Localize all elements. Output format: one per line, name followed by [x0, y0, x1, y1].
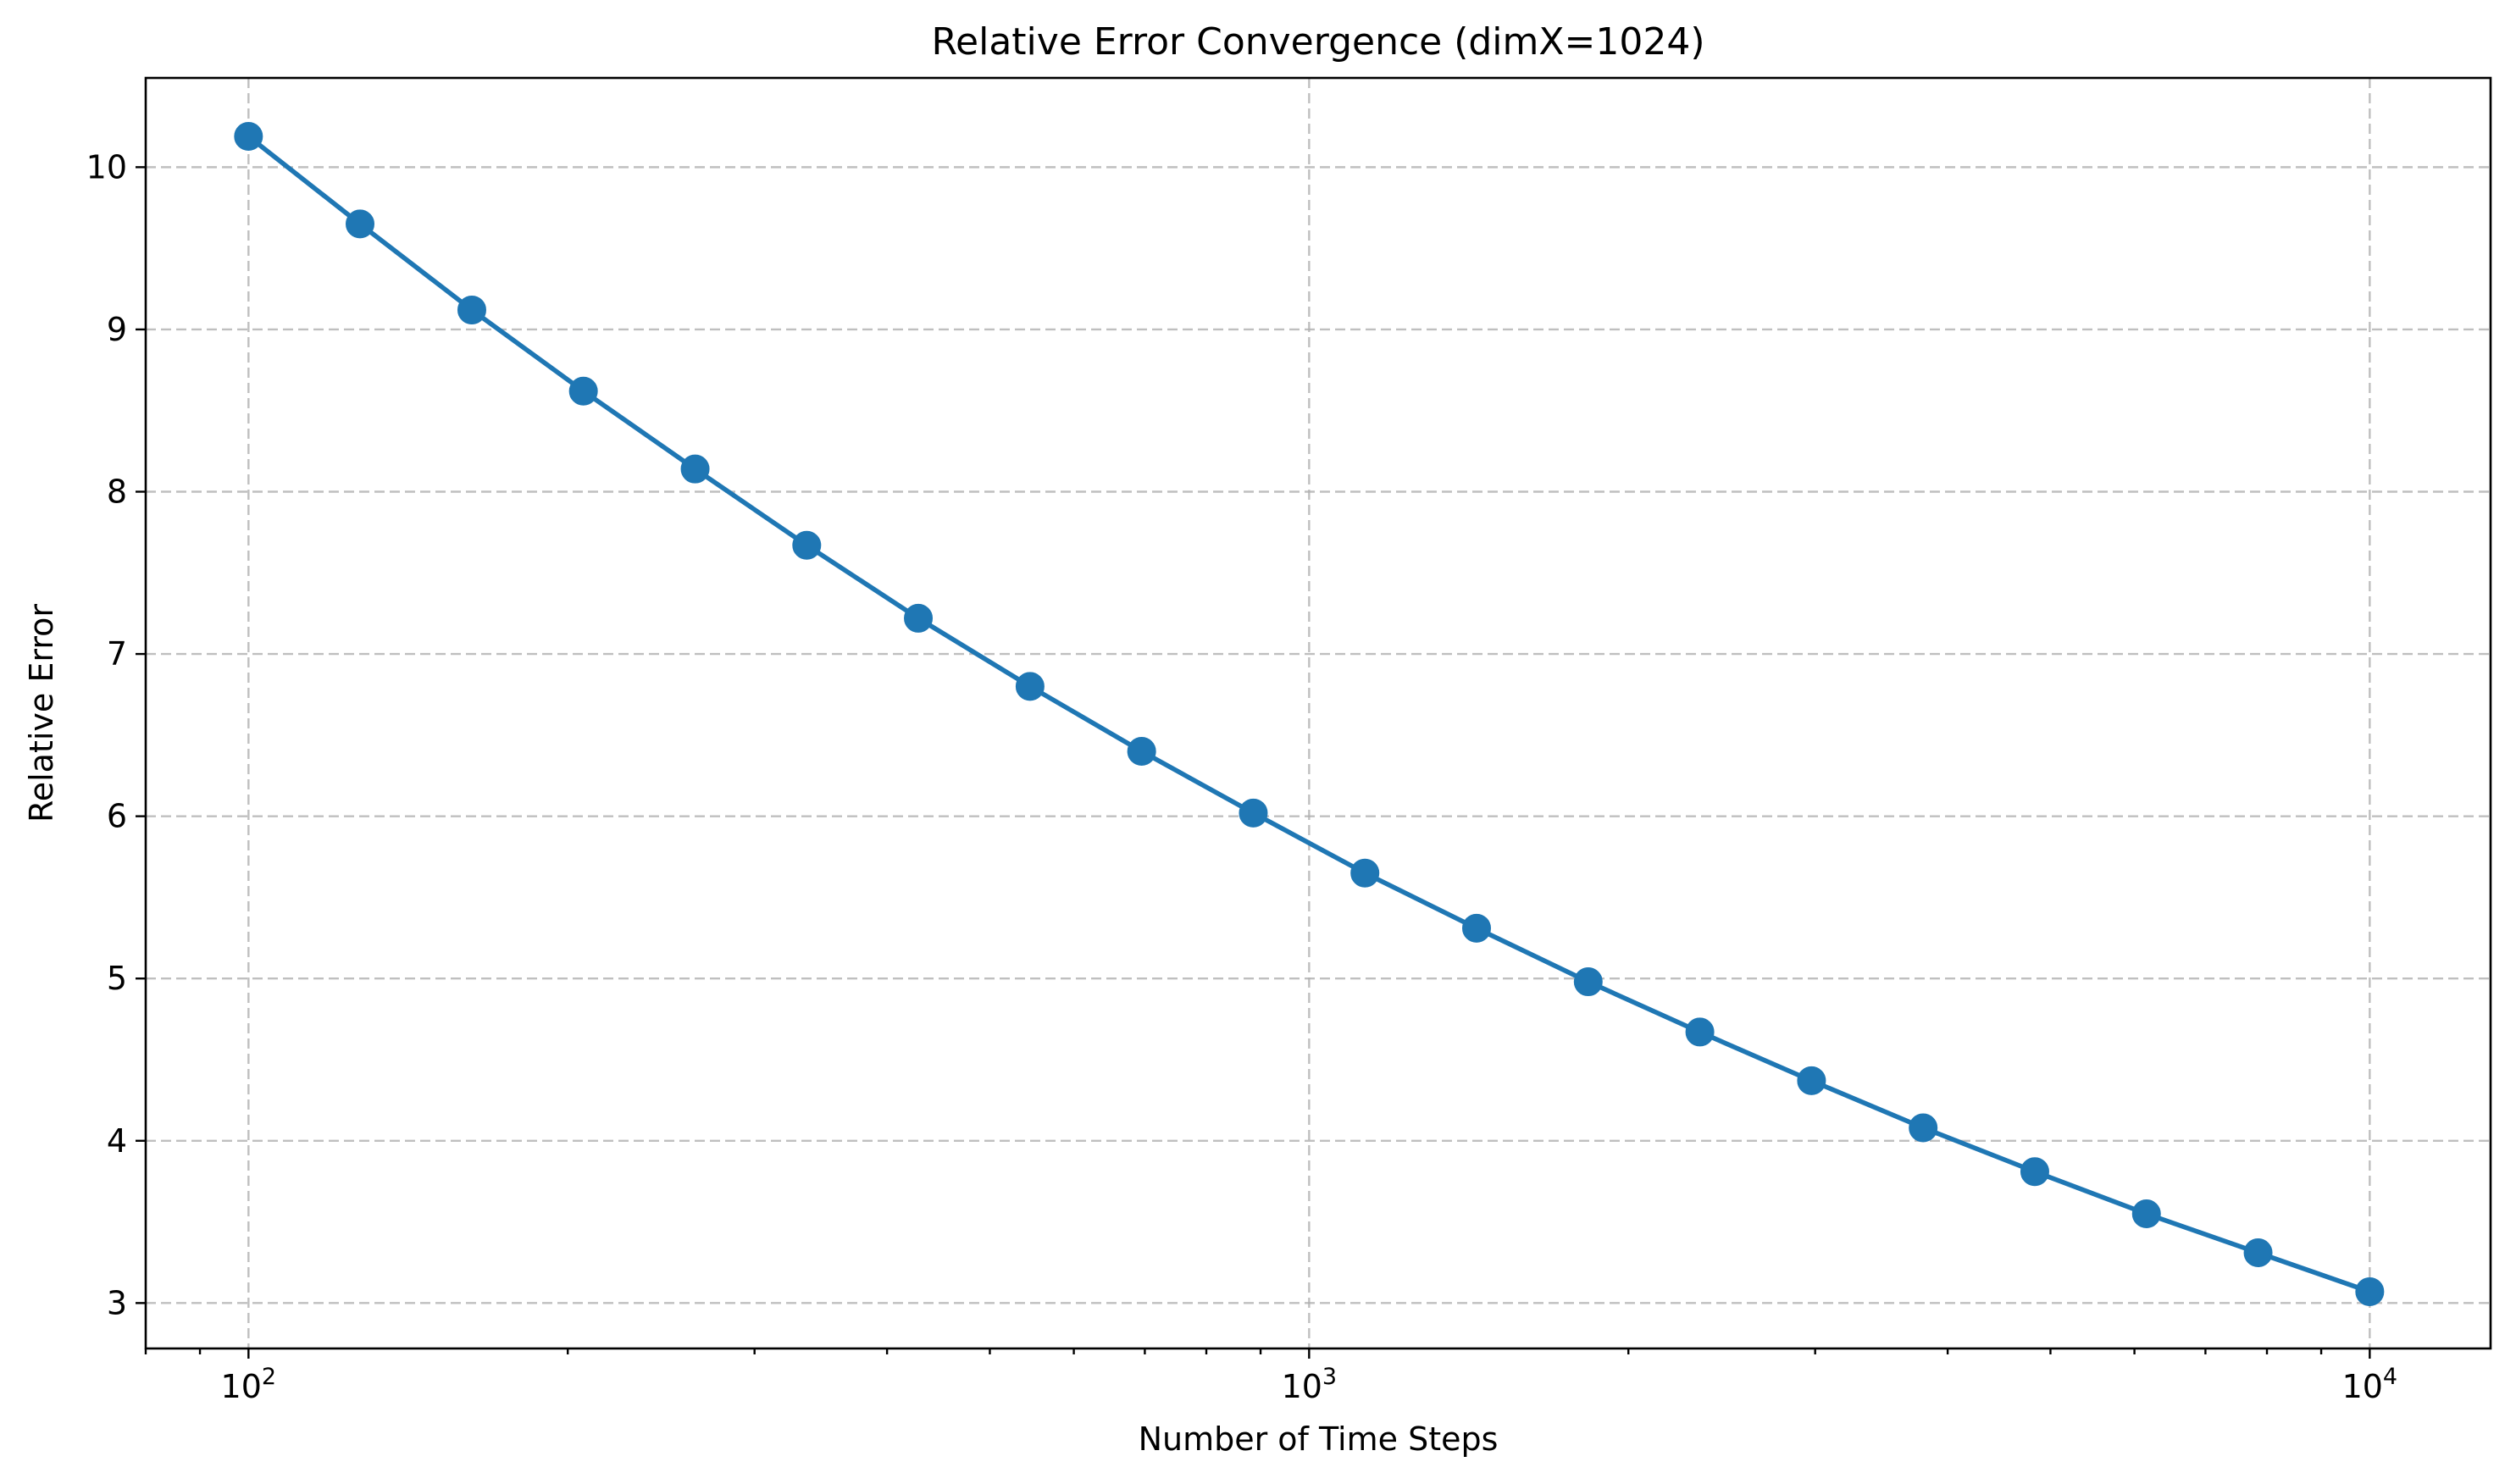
x-axis-label: Number of Time Steps	[1139, 1420, 1499, 1458]
data-point	[2131, 1199, 2161, 1228]
y-tick-label: 7	[107, 635, 127, 673]
data-point	[2355, 1276, 2385, 1306]
x-tick-label: 103	[1282, 1364, 1338, 1405]
data-point	[1685, 1017, 1715, 1047]
data-point	[792, 530, 822, 560]
y-tick-label: 5	[107, 960, 127, 997]
data-point	[1127, 737, 1156, 767]
x-tick-label: 104	[2342, 1364, 2398, 1405]
data-point	[1909, 1113, 1938, 1143]
y-tick-label: 6	[107, 798, 127, 835]
chart-title: Relative Error Convergence (dimX=1024)	[931, 20, 1704, 64]
data-point	[1015, 672, 1045, 701]
data-point	[1239, 798, 1268, 828]
grid-lines	[146, 78, 2491, 1348]
data-point	[1350, 858, 1380, 888]
data-point	[568, 376, 598, 406]
y-axis-label: Relative Error	[23, 604, 60, 822]
y-tick-label: 3	[107, 1284, 127, 1321]
data-point	[904, 603, 934, 633]
axis-ticks: 3 4 5 6 7 8 9 10 102 103 104	[86, 148, 2397, 1405]
data-point	[234, 121, 263, 151]
data-point	[680, 454, 710, 484]
series-line	[246, 134, 2373, 1294]
plot-frame	[144, 76, 2492, 1350]
data-point	[2020, 1157, 2049, 1187]
data-point	[2243, 1238, 2273, 1267]
data-point	[1462, 913, 1492, 943]
data-point	[457, 295, 486, 324]
data-point	[346, 209, 375, 239]
data-point	[1797, 1066, 1826, 1095]
data-point	[1573, 967, 1603, 997]
y-tick-label: 4	[107, 1122, 127, 1160]
series-layer	[234, 121, 2385, 1306]
y-tick-label: 8	[107, 473, 127, 511]
x-tick-label: 102	[221, 1364, 277, 1405]
y-tick-label: 9	[107, 311, 127, 348]
y-tick-label: 10	[86, 148, 127, 186]
